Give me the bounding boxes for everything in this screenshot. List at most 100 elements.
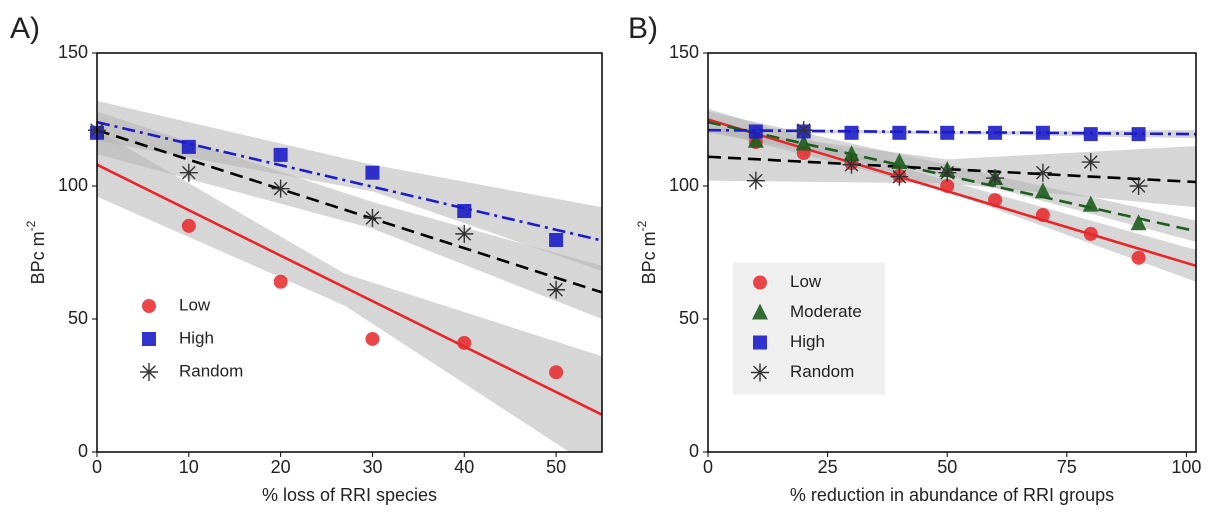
asterisk-stroke <box>181 165 196 180</box>
point <box>181 139 196 154</box>
point <box>549 232 564 247</box>
point <box>748 124 763 139</box>
bands <box>97 100 602 452</box>
asterisk-stroke <box>273 181 288 196</box>
fit-line <box>97 120 602 242</box>
legend-label: High <box>790 332 825 351</box>
x-tick-label: 20 <box>271 457 291 477</box>
point <box>842 155 861 174</box>
legend-label: High <box>179 328 214 347</box>
point <box>181 218 196 233</box>
point <box>365 331 380 346</box>
point <box>1083 226 1098 241</box>
point <box>142 299 156 313</box>
point <box>751 363 769 382</box>
legend-label: Random <box>179 361 243 380</box>
y-tick-label: 150 <box>669 42 699 62</box>
point <box>746 171 765 190</box>
point <box>1083 127 1098 142</box>
asterisk-stroke <box>753 365 767 380</box>
confidence-band <box>97 111 602 320</box>
point <box>457 204 472 219</box>
legend: Low Moderate High Random <box>733 262 885 395</box>
point <box>142 332 156 346</box>
asterisk-stroke <box>142 365 156 379</box>
asterisk-stroke <box>1083 155 1098 169</box>
x-tick-label: 30 <box>362 457 382 477</box>
point <box>549 365 564 380</box>
point <box>940 179 955 193</box>
point <box>273 147 288 162</box>
y-label-text: BPc m <box>639 231 659 284</box>
point <box>938 163 957 182</box>
point <box>1131 127 1146 142</box>
fit-line <box>97 163 602 416</box>
asterisk-stroke <box>940 165 955 180</box>
asterisk-stroke <box>748 173 763 188</box>
x-tick-label: 40 <box>454 457 474 477</box>
point <box>844 125 859 140</box>
legend-label: Low <box>790 272 822 291</box>
point <box>363 208 382 227</box>
point <box>179 163 198 182</box>
y-tick-label: 50 <box>679 308 699 328</box>
y-axis-label: BPc m-2 <box>24 220 48 284</box>
point <box>753 275 767 290</box>
point <box>1131 250 1146 265</box>
point <box>1033 163 1052 182</box>
point <box>1130 214 1147 231</box>
confidence-band <box>97 100 602 272</box>
panel-label: A) <box>10 12 40 45</box>
asterisk-stroke <box>457 227 472 241</box>
y-tick-label: 0 <box>689 441 699 461</box>
plot-frame <box>96 52 603 453</box>
asterisk-stroke <box>1036 165 1050 180</box>
point <box>891 153 908 170</box>
x-tick-label: 100 <box>1171 457 1201 477</box>
legend-label: Moderate <box>790 302 862 321</box>
point <box>843 145 860 162</box>
fit-line <box>708 118 1196 268</box>
y-tick-label: 150 <box>58 42 88 62</box>
panel: A) 0 10 20 30 40 50 0 50 100 150 % loss of RRI spec… <box>10 12 603 505</box>
point <box>795 134 812 151</box>
y-label-sup: -2 <box>24 220 38 231</box>
point <box>988 193 1003 208</box>
asterisk-stroke <box>892 169 907 184</box>
y-label-sup: -2 <box>635 220 649 231</box>
y-tick-label: 100 <box>58 175 88 195</box>
x-axis-label: % reduction in abundance of RRI groups <box>790 485 1114 505</box>
point <box>747 131 764 148</box>
plot-frame <box>707 52 1197 453</box>
x-tick-label: 0 <box>703 457 713 477</box>
y-axis-label: BPc m-2 <box>635 220 659 284</box>
asterisk-stroke <box>844 157 859 172</box>
legend-label: Random <box>790 362 854 381</box>
point <box>890 167 909 186</box>
asterisk-stroke <box>1131 179 1146 193</box>
x-tick-label: 25 <box>818 457 838 477</box>
point <box>365 165 380 180</box>
point <box>940 125 955 140</box>
asterisk-stroke <box>988 171 1002 185</box>
plot-area <box>97 100 602 452</box>
x-tick-label: 50 <box>937 457 957 477</box>
point <box>753 335 767 350</box>
point <box>457 335 472 350</box>
point <box>752 303 768 320</box>
point <box>892 125 907 140</box>
point <box>271 179 290 198</box>
point <box>455 224 474 243</box>
y-label-text: BPc m <box>28 231 48 284</box>
points <box>88 121 566 380</box>
legend: Low High Random <box>140 295 243 381</box>
points <box>746 121 1148 265</box>
fit-line <box>97 128 602 294</box>
panel: B) 0 25 50 75 100 0 50 100 150 % reduction in abun… <box>628 12 1201 505</box>
point <box>1035 207 1050 222</box>
point <box>1082 195 1099 212</box>
x-tick-label: 0 <box>92 457 102 477</box>
fit-line <box>708 155 1196 184</box>
point <box>140 363 158 381</box>
